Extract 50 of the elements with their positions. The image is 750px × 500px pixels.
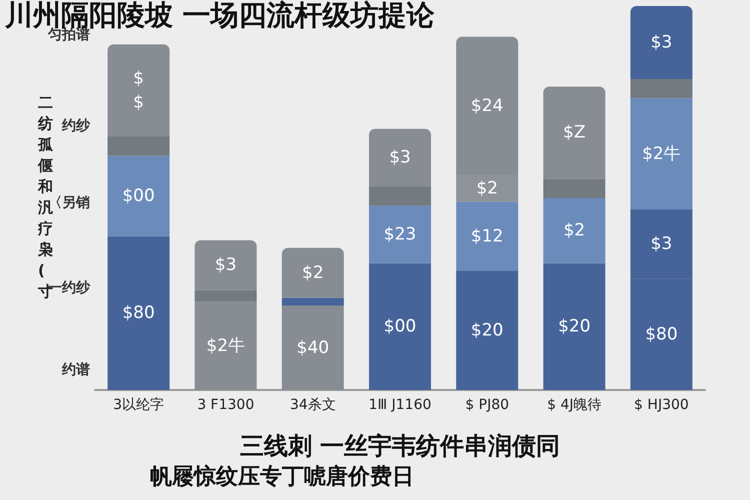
annotation: $24 — [470, 96, 504, 116]
annotation: $2牛 — [642, 144, 681, 164]
bar — [456, 270, 518, 390]
bar — [108, 44, 170, 137]
bar — [630, 6, 692, 79]
x-tick-label: $ PJ80 — [465, 397, 510, 413]
x-tick-label: 34杀文 — [290, 397, 336, 413]
annotation: $Z — [563, 122, 586, 143]
annotation: $ $ — [133, 68, 144, 112]
bar — [108, 156, 170, 236]
x-tick-label: $ 4J魄待 — [547, 397, 602, 413]
x-tick-label: 1Ⅲ J1160 — [368, 397, 432, 413]
bar — [282, 248, 344, 298]
annotation: $20 — [558, 316, 591, 337]
annotation: $2牛 — [206, 336, 246, 356]
bar — [543, 263, 606, 390]
bar — [369, 263, 431, 390]
bar — [543, 178, 606, 198]
bar — [543, 86, 606, 179]
text: 约谱 — [61, 361, 90, 378]
annotation: $23 — [384, 224, 416, 244]
bar — [456, 202, 518, 271]
annotation: $2 — [476, 178, 498, 198]
x-tick-label: 3 F1300 — [197, 397, 254, 413]
bar — [543, 198, 606, 264]
annotation: $2 — [563, 220, 586, 241]
annotation: $3 — [650, 32, 672, 52]
x-tick-label: 3以纶字 — [113, 397, 164, 413]
annotation: $00 — [122, 186, 155, 206]
x-axis-title: 三线刺 一丝宇韦纺件串润债同 — [240, 432, 560, 460]
bar — [369, 186, 431, 206]
annotation: $3 — [214, 255, 237, 276]
bar — [369, 128, 431, 186]
bar — [108, 136, 170, 156]
x-tick-label: $ HJ300 — [634, 397, 689, 413]
annotation: $3 — [389, 148, 411, 168]
bar — [108, 236, 170, 390]
annotation: $20 — [470, 320, 504, 340]
annotation: $40 — [296, 338, 330, 358]
text: 帆屦惊纹压专丁唬唐价费日 — [150, 464, 414, 490]
annotation: $3 — [650, 234, 672, 254]
bar — [194, 290, 257, 302]
annotation: $2 — [302, 262, 324, 283]
text: 约纱 — [61, 118, 91, 134]
annotation: $12 — [470, 226, 504, 246]
bar — [369, 206, 431, 264]
annotation: $80 — [645, 324, 678, 344]
annotation: $00 — [384, 316, 416, 337]
annotation: $80 — [122, 303, 155, 324]
bar — [194, 240, 257, 290]
